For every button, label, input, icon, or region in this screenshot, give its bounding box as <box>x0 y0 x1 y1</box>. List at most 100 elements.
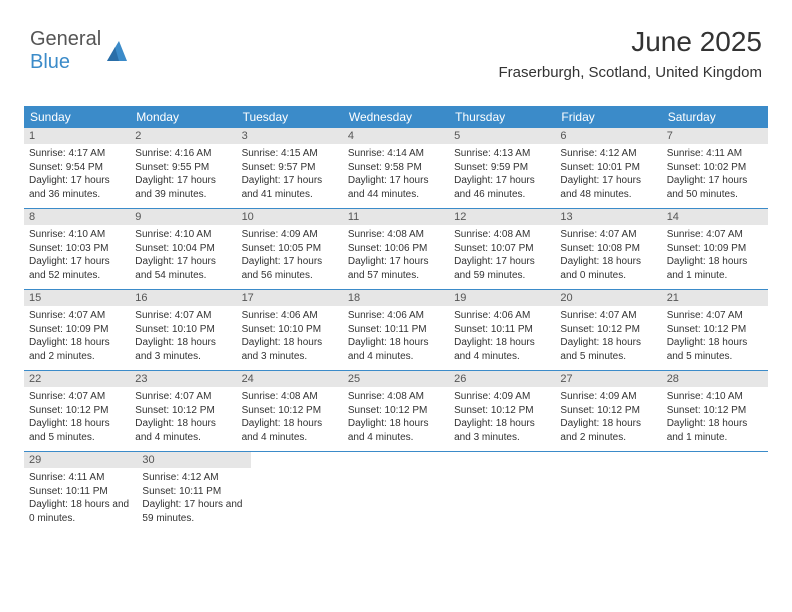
daylight-line: Daylight: 18 hours and 0 minutes. <box>560 255 656 282</box>
daylight-line: Daylight: 17 hours and 39 minutes. <box>135 174 231 201</box>
daylight-line: Daylight: 18 hours and 0 minutes. <box>29 498 132 525</box>
day-cell: 1Sunrise: 4:17 AMSunset: 9:54 PMDaylight… <box>24 128 130 208</box>
day-number-bar: 23 <box>130 371 236 387</box>
sunset-line: Sunset: 10:12 PM <box>560 323 656 337</box>
sunset-line: Sunset: 10:11 PM <box>29 485 132 499</box>
day-cell: 29Sunrise: 4:11 AMSunset: 10:11 PMDaylig… <box>24 452 137 532</box>
sunset-line: Sunset: 10:12 PM <box>667 404 763 418</box>
day-number-bar: 29 <box>24 452 137 468</box>
day-number: 4 <box>348 130 444 142</box>
sunrise-line: Sunrise: 4:08 AM <box>348 228 444 242</box>
day-number: 8 <box>29 211 125 223</box>
day-cell: 12Sunrise: 4:08 AMSunset: 10:07 PMDaylig… <box>449 209 555 289</box>
sunset-line: Sunset: 10:11 PM <box>348 323 444 337</box>
daylight-line: Daylight: 18 hours and 4 minutes. <box>135 417 231 444</box>
day-number-bar: 7 <box>662 128 768 144</box>
day-cell: 20Sunrise: 4:07 AMSunset: 10:12 PMDaylig… <box>555 290 661 370</box>
calendar-grid: SundayMondayTuesdayWednesdayThursdayFrid… <box>24 106 768 532</box>
sunrise-line: Sunrise: 4:16 AM <box>135 147 231 161</box>
daylight-line: Daylight: 17 hours and 56 minutes. <box>242 255 338 282</box>
day-number-bar: 25 <box>343 371 449 387</box>
day-cell: 18Sunrise: 4:06 AMSunset: 10:11 PMDaylig… <box>343 290 449 370</box>
daylight-line: Daylight: 17 hours and 36 minutes. <box>29 174 125 201</box>
sunset-line: Sunset: 10:12 PM <box>29 404 125 418</box>
sunset-line: Sunset: 9:57 PM <box>242 161 338 175</box>
daylight-line: Daylight: 18 hours and 4 minutes. <box>348 336 444 363</box>
day-number-bar: 1 <box>24 128 130 144</box>
day-number-bar: 12 <box>449 209 555 225</box>
day-number-bar: 2 <box>130 128 236 144</box>
sunset-line: Sunset: 10:06 PM <box>348 242 444 256</box>
day-cell: 28Sunrise: 4:10 AMSunset: 10:12 PMDaylig… <box>662 371 768 451</box>
empty-day-cell <box>665 452 768 532</box>
daylight-line: Daylight: 17 hours and 46 minutes. <box>454 174 550 201</box>
day-cell: 6Sunrise: 4:12 AMSunset: 10:01 PMDayligh… <box>555 128 661 208</box>
day-cell: 4Sunrise: 4:14 AMSunset: 9:58 PMDaylight… <box>343 128 449 208</box>
day-number: 2 <box>135 130 231 142</box>
sunrise-line: Sunrise: 4:07 AM <box>667 228 763 242</box>
sunset-line: Sunset: 10:12 PM <box>560 404 656 418</box>
day-number: 16 <box>135 292 231 304</box>
empty-day-cell <box>561 452 664 532</box>
day-cell: 5Sunrise: 4:13 AMSunset: 9:59 PMDaylight… <box>449 128 555 208</box>
day-number: 10 <box>242 211 338 223</box>
sunset-line: Sunset: 10:11 PM <box>454 323 550 337</box>
sunset-line: Sunset: 9:55 PM <box>135 161 231 175</box>
daylight-line: Daylight: 18 hours and 3 minutes. <box>135 336 231 363</box>
day-number: 5 <box>454 130 550 142</box>
weekday-header: Saturday <box>662 106 768 128</box>
day-cell: 17Sunrise: 4:06 AMSunset: 10:10 PMDaylig… <box>237 290 343 370</box>
day-number: 23 <box>135 373 231 385</box>
day-cell: 8Sunrise: 4:10 AMSunset: 10:03 PMDayligh… <box>24 209 130 289</box>
sunrise-line: Sunrise: 4:17 AM <box>29 147 125 161</box>
day-cell: 25Sunrise: 4:08 AMSunset: 10:12 PMDaylig… <box>343 371 449 451</box>
day-cell: 10 Sunrise: 4:09 AMSunset: 10:05 PMDaylig… <box>237 209 343 289</box>
daylight-line: Daylight: 18 hours and 1 minute. <box>667 417 763 444</box>
day-number-bar: 17 <box>237 290 343 306</box>
day-cell: 24Sunrise: 4:08 AMSunset: 10:12 PMDaylig… <box>237 371 343 451</box>
day-number-bar: 11 <box>343 209 449 225</box>
sunset-line: Sunset: 10:10 PM <box>135 323 231 337</box>
sunrise-line: Sunrise: 4:11 AM <box>667 147 763 161</box>
week-row: 8Sunrise: 4:10 AMSunset: 10:03 PMDayligh… <box>24 209 768 290</box>
sunrise-line: Sunrise: 4:12 AM <box>142 471 245 485</box>
week-row: 15Sunrise: 4:07 AMSunset: 10:09 PMDaylig… <box>24 290 768 371</box>
weekday-header: Thursday <box>449 106 555 128</box>
day-number: 29 <box>29 454 132 466</box>
day-number-bar: 20 <box>555 290 661 306</box>
sunset-line: Sunset: 9:59 PM <box>454 161 550 175</box>
sunrise-line: Sunrise: 4:08 AM <box>454 228 550 242</box>
daylight-line: Daylight: 17 hours and 41 minutes. <box>242 174 338 201</box>
day-number-bar: 24 <box>237 371 343 387</box>
daylight-line: Daylight: 17 hours and 52 minutes. <box>29 255 125 282</box>
day-number: 25 <box>348 373 444 385</box>
day-cell: 21Sunrise: 4:07 AMSunset: 10:12 PMDaylig… <box>662 290 768 370</box>
day-cell: 30Sunrise: 4:12 AMSunset: 10:11 PMDaylig… <box>137 452 250 532</box>
day-number-bar: 14 <box>662 209 768 225</box>
weekday-header: Sunday <box>24 106 130 128</box>
location-subtitle: Fraserburgh, Scotland, United Kingdom <box>499 64 762 81</box>
daylight-line: Daylight: 17 hours and 44 minutes. <box>348 174 444 201</box>
weekday-header: Wednesday <box>343 106 449 128</box>
day-number-bar: 3 <box>237 128 343 144</box>
sunset-line: Sunset: 10:04 PM <box>135 242 231 256</box>
logo: General Blue <box>30 28 131 74</box>
day-number: 7 <box>667 130 763 142</box>
sunrise-line: Sunrise: 4:09 AM <box>242 228 338 242</box>
day-number: 21 <box>667 292 763 304</box>
day-number-bar: 19 <box>449 290 555 306</box>
empty-day-cell <box>354 452 457 532</box>
sunrise-line: Sunrise: 4:07 AM <box>560 228 656 242</box>
day-number: 12 <box>454 211 550 223</box>
day-cell: 11Sunrise: 4:08 AMSunset: 10:06 PMDaylig… <box>343 209 449 289</box>
day-cell: 2 Sunrise: 4:16 AMSunset: 9:55 PMDaylight… <box>130 128 236 208</box>
sunset-line: Sunset: 10:05 PM <box>242 242 338 256</box>
day-number: 6 <box>560 130 656 142</box>
day-number-bar: 18 <box>343 290 449 306</box>
page-title-block: June 2025 Fraserburgh, Scotland, United … <box>499 26 762 81</box>
day-number: 27 <box>560 373 656 385</box>
weekday-header-row: SundayMondayTuesdayWednesdayThursdayFrid… <box>24 106 768 128</box>
daylight-line: Daylight: 18 hours and 1 minute. <box>667 255 763 282</box>
day-number: 3 <box>242 130 338 142</box>
sunrise-line: Sunrise: 4:07 AM <box>29 390 125 404</box>
